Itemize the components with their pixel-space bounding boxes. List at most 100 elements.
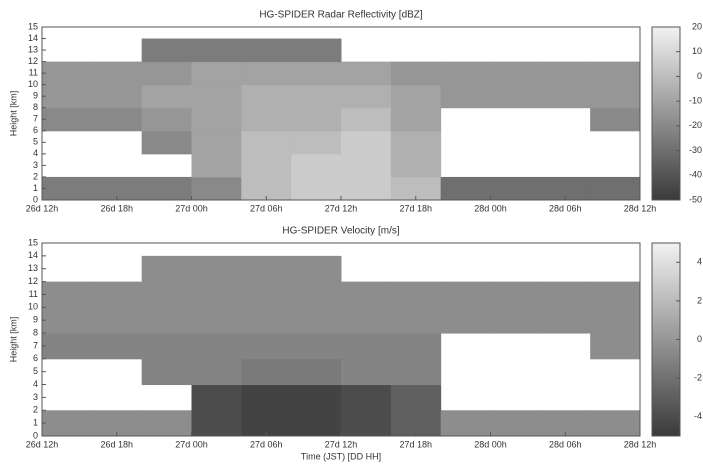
heat-cell — [291, 333, 342, 360]
heat-cell — [291, 38, 342, 63]
heat-cell — [241, 384, 292, 411]
y-tick-label: 11 — [29, 289, 38, 299]
colorbar-tick-label: -50 — [689, 194, 702, 204]
heat-cell — [390, 358, 442, 386]
heat-cell — [390, 333, 442, 360]
heat-cell — [191, 358, 242, 386]
heat-cell — [490, 61, 541, 86]
x-tick-label: 27d 12h — [325, 203, 358, 213]
x-tick-label: 27d 06h — [250, 203, 283, 213]
heat-cell — [191, 38, 242, 63]
x-tick-label: 28d 00h — [474, 439, 507, 449]
heat-cell — [590, 410, 641, 437]
heat-cell — [440, 84, 491, 109]
x-tick-label: 28d 06h — [549, 439, 582, 449]
heat-cell — [191, 176, 242, 201]
y-tick-label: 6 — [33, 353, 38, 363]
y-tick-label: 13 — [28, 263, 38, 273]
heat-cell — [341, 61, 392, 86]
y-tick-label: 0 — [33, 430, 38, 440]
heat-cell — [490, 176, 541, 201]
y-axis-label: Height [km] — [8, 91, 18, 137]
heat-cell — [490, 410, 541, 437]
colorbar — [651, 26, 681, 201]
heat-cell — [141, 281, 192, 308]
heat-cell — [241, 130, 292, 155]
heat-cell — [390, 61, 442, 86]
heat-cell — [42, 84, 93, 109]
heat-cell — [390, 84, 442, 109]
heat-cell — [341, 130, 392, 155]
heat-cell — [42, 281, 93, 308]
heat-cell — [341, 281, 392, 308]
colorbar — [651, 242, 681, 437]
heat-cell — [141, 61, 192, 86]
y-tick-label: 2 — [33, 405, 38, 415]
y-tick-label: 15 — [28, 21, 38, 31]
heat-cell — [291, 176, 342, 201]
heat-cell — [540, 307, 591, 334]
heat-cell — [341, 176, 392, 201]
heat-cell — [241, 281, 292, 308]
heat-cell — [341, 307, 392, 334]
heat-cell — [440, 281, 491, 308]
heat-cell — [540, 281, 591, 308]
colorbar-tick-label: -10 — [689, 96, 702, 106]
heat-cell — [590, 307, 641, 334]
heat-cell — [291, 61, 342, 86]
colorbar-tick-label: 10 — [692, 46, 702, 56]
heat-cell — [42, 333, 93, 360]
heat-cell — [91, 61, 143, 86]
heat-cell — [241, 255, 292, 283]
x-tick-label: 26d 18h — [100, 203, 133, 213]
heat-cell — [241, 333, 292, 360]
x-tick-label: 27d 18h — [399, 203, 432, 213]
heat-cell — [91, 176, 143, 201]
colorbar-tick-label: -4 — [694, 411, 702, 421]
heat-cell — [141, 358, 192, 386]
heat-cell — [91, 107, 143, 132]
heat-cell — [590, 281, 641, 308]
heat-cell — [440, 307, 491, 334]
heat-cell — [390, 107, 442, 132]
y-tick-label: 4 — [33, 379, 38, 389]
heat-cell — [540, 84, 591, 109]
heat-cell — [390, 307, 442, 334]
heat-cell — [590, 84, 641, 109]
heat-cell — [440, 410, 491, 437]
x-tick-label: 28d 12h — [624, 203, 657, 213]
heat-cell — [241, 84, 292, 109]
y-tick-label: 12 — [28, 56, 38, 66]
y-tick-label: 5 — [33, 366, 38, 376]
heat-cell — [91, 84, 143, 109]
heat-cell — [141, 130, 192, 155]
heat-cell — [341, 410, 392, 437]
y-tick-label: 12 — [28, 276, 38, 286]
heat-cell — [241, 176, 292, 201]
heat-cell — [141, 84, 192, 109]
heat-cell — [141, 107, 192, 132]
heat-cell — [291, 130, 342, 155]
heat-cell — [241, 153, 292, 178]
heat-cell — [241, 38, 292, 63]
heat-cell — [141, 176, 192, 201]
heat-cell — [540, 61, 591, 86]
heat-cell — [590, 61, 641, 86]
x-tick-label: 26d 18h — [100, 439, 133, 449]
heat-cell — [590, 176, 641, 201]
heat-cell — [191, 307, 242, 334]
heat-cell — [241, 107, 292, 132]
heat-cell — [241, 358, 292, 386]
y-tick-label: 7 — [33, 114, 38, 124]
heat-cell — [291, 153, 342, 178]
colorbar-tick-label: -40 — [689, 170, 702, 180]
heat-cell — [291, 307, 342, 334]
y-tick-label: 11 — [29, 68, 38, 78]
heat-cell — [191, 153, 242, 178]
heat-cell — [141, 307, 192, 334]
x-tick-label: 27d 00h — [175, 439, 208, 449]
heat-cell — [341, 107, 392, 132]
y-tick-label: 1 — [33, 418, 38, 428]
heat-cell — [440, 61, 491, 86]
heat-cell — [390, 281, 442, 308]
